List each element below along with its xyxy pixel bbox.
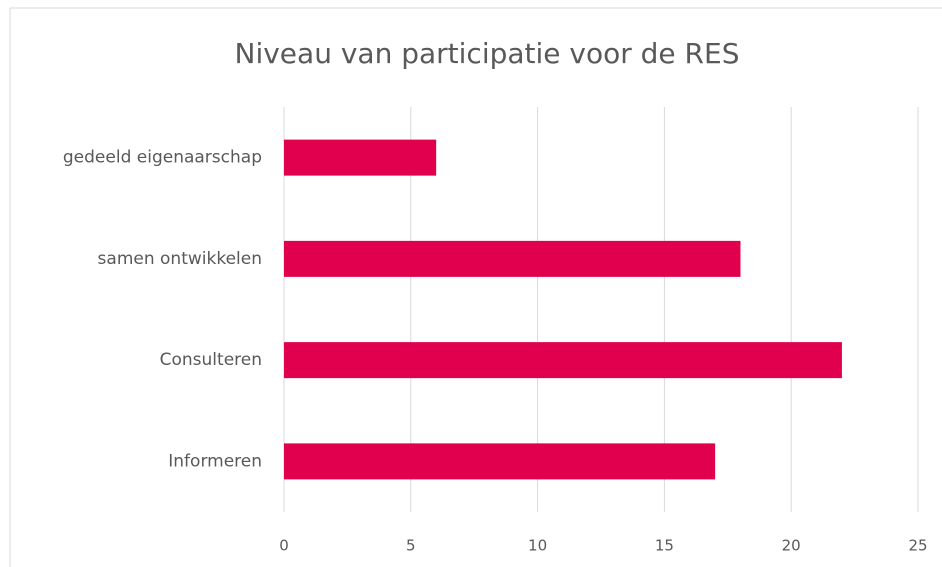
bar [284,139,437,176]
x-tick-label: 10 [528,537,547,555]
x-tick-label: 15 [655,537,674,555]
x-tick-label: 20 [782,537,801,555]
x-tick-label: 5 [406,537,416,555]
y-tick-label: Consulteren [160,350,262,370]
bar [284,342,842,379]
bar [284,240,741,277]
bar [284,443,716,480]
chart-border [9,7,942,567]
chart-title: Niveau van participatie voor de RES [235,37,740,70]
y-tick-label: Informeren [168,451,262,471]
x-tick-label: 0 [279,537,289,555]
y-tick-label: samen ontwikkelen [98,249,262,269]
y-tick-label: gedeeld eigenaarschap [63,148,262,168]
x-tick-label: 25 [908,537,927,555]
